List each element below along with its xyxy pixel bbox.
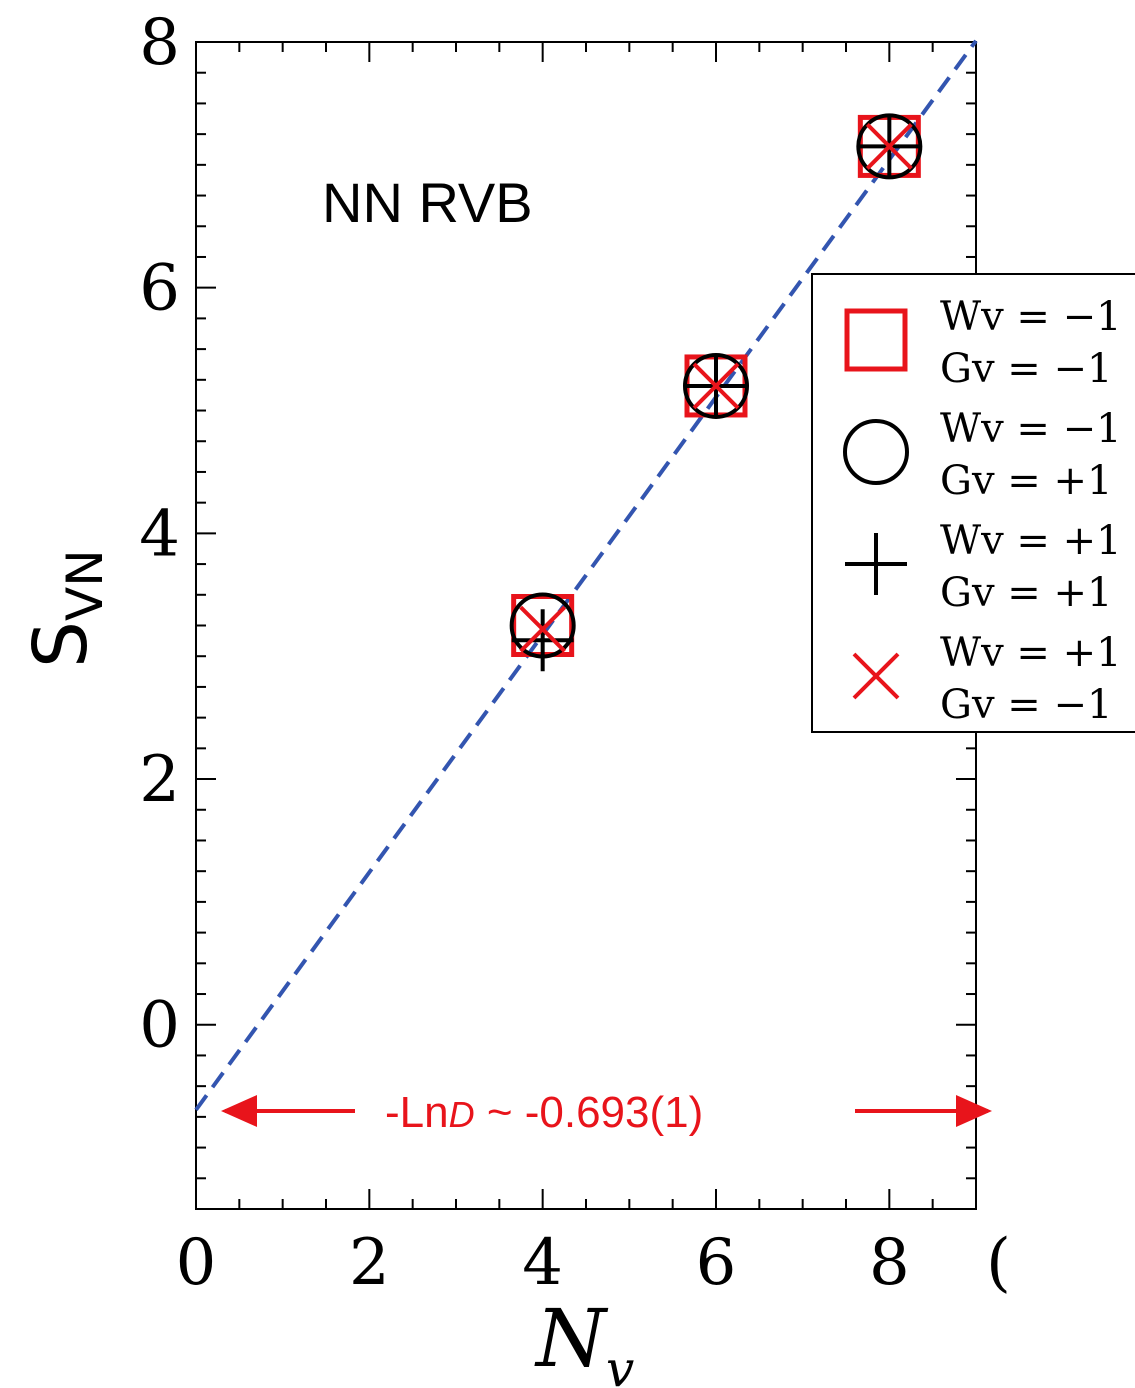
plot-annotation: NN RVB <box>322 171 533 234</box>
legend-label-line2: Gv = +1 <box>940 570 1112 616</box>
legend-label-line2: Gv = −1 <box>940 682 1112 728</box>
legend-label-line1: Wv = +1 <box>940 630 1122 676</box>
legend-box <box>811 273 1135 733</box>
intercept-value: ~ -0.693(1) <box>475 1088 704 1137</box>
legend-marker-plus <box>845 533 907 595</box>
y-tick-label: 8 <box>139 6 180 80</box>
fit-line <box>194 39 978 1112</box>
x-tick-label: 4 <box>522 1226 563 1300</box>
x-b <box>692 362 740 410</box>
x-b <box>519 605 567 653</box>
data-point-plus <box>511 609 574 672</box>
legend-marker-circle <box>843 419 909 485</box>
svg-text:Nv: Nv <box>534 1292 634 1388</box>
xlabel-main: N <box>534 1292 609 1385</box>
x-axis-label: Nv <box>534 1292 634 1388</box>
data-point-x <box>865 123 913 170</box>
ylabel-sub: VN <box>56 549 114 621</box>
legend-label-line1: Wv = −1 <box>940 406 1122 452</box>
intercept-symbol: D <box>449 1094 475 1135</box>
xlabel-sub: v <box>606 1340 634 1388</box>
x-tick-label: 6 <box>696 1226 737 1300</box>
svg-text:SVN: SVN <box>18 549 114 668</box>
intercept-prefix: -Ln <box>385 1088 449 1137</box>
data-markers <box>509 113 923 672</box>
circle-marker <box>843 419 909 485</box>
legend: Wv = −1 Gv = −1 Wv = −1 Gv = +1 Wv = +1 Gv = … <box>811 273 1135 733</box>
y-axis-label: SVN <box>18 549 114 668</box>
x-tick-label: ( <box>986 1226 1011 1300</box>
y-tick-label: 6 <box>139 252 180 326</box>
legend-label-line1: Wv = −1 <box>940 294 1122 340</box>
intercept-annotation: -LnD ~ -0.693(1) <box>221 1088 992 1137</box>
y-tick-label: 0 <box>139 989 180 1063</box>
legend-marker-square <box>844 308 908 372</box>
x-tick-label: 0 <box>176 1226 217 1300</box>
x-tick-label: 8 <box>869 1226 910 1300</box>
y-tick-label: 2 <box>139 743 180 817</box>
ylabel-main: S <box>18 621 104 668</box>
intercept-label: -LnD ~ -0.693(1) <box>385 1088 703 1137</box>
data-point-x <box>692 362 740 410</box>
x-tick-labels: 0 2 4 6 8 ( <box>176 1226 1011 1300</box>
x-b <box>865 123 913 170</box>
legend-label-line2: Gv = +1 <box>940 458 1112 504</box>
x-b <box>852 652 900 700</box>
legend-label-line1: Wv = +1 <box>940 518 1122 564</box>
y-tick-label: 4 <box>139 497 180 571</box>
x-tick-label: 2 <box>349 1226 390 1300</box>
data-point-x <box>519 605 567 653</box>
legend-marker-x <box>852 652 900 700</box>
legend-label-line2: Gv = −1 <box>940 346 1112 392</box>
legend-entries: Wv = −1 Gv = −1 Wv = −1 Gv = +1 Wv = +1 Gv = … <box>843 294 1122 728</box>
square-marker <box>844 308 908 372</box>
y-tick-labels: 0 2 4 6 8 <box>139 6 180 1063</box>
